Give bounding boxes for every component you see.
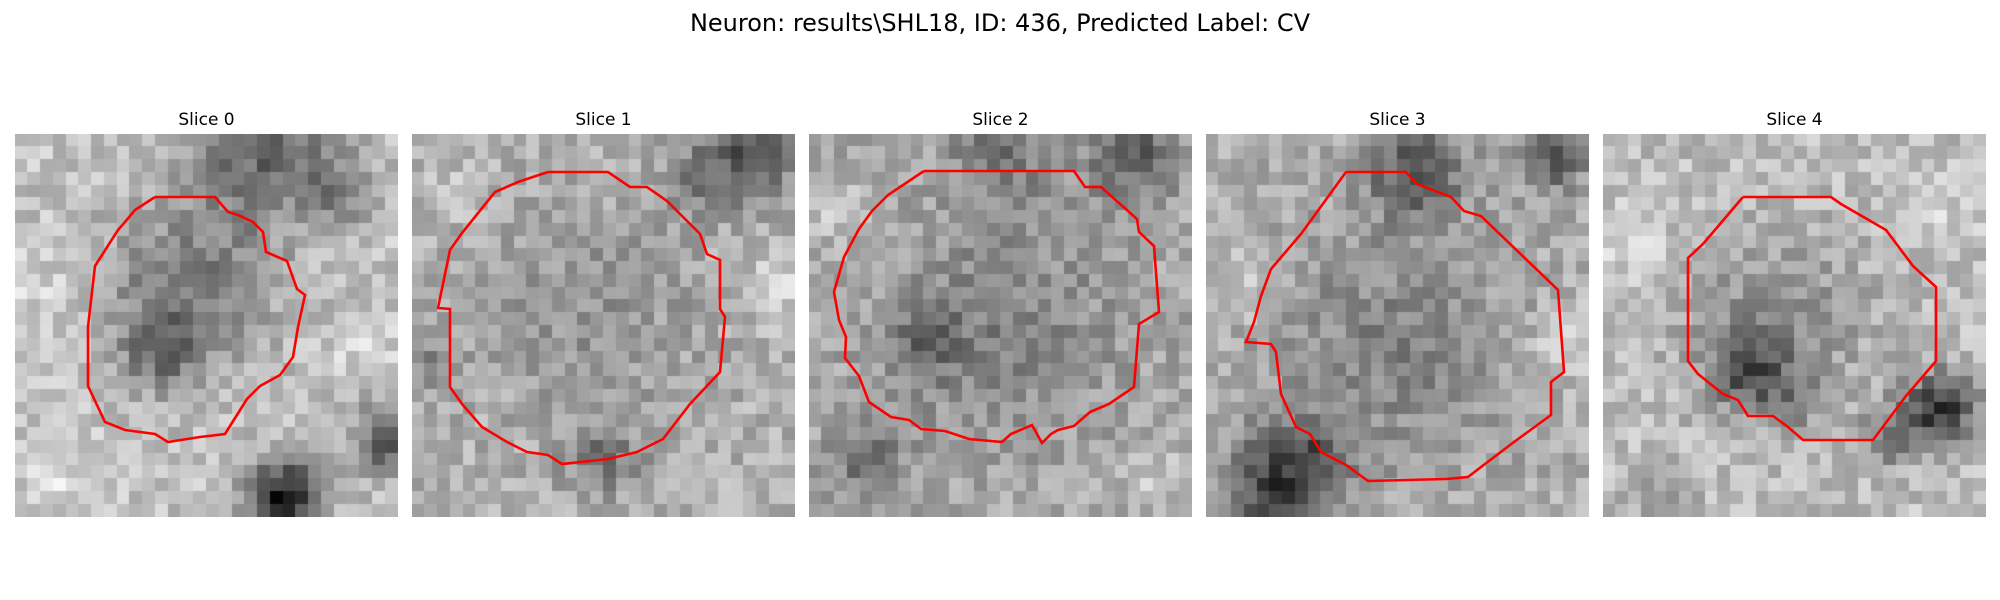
figure-title: Neuron: results\SHL18, ID: 436, Predicte… (689, 9, 1311, 37)
slice-1-title: Slice 1 (575, 110, 632, 130)
slice-2-image (809, 134, 1192, 517)
slice-3-roi-contour (1244, 170, 1566, 483)
slice-3-image (1206, 134, 1589, 517)
slice-2-title: Slice 2 (972, 110, 1029, 130)
slice-0-panel: Slice 0 (15, 110, 398, 518)
slice-2-panel: Slice 2 (809, 110, 1192, 518)
slice-4-roi-contour (1686, 195, 1938, 442)
slice-0-overlay (86, 195, 307, 444)
slice-1-panel: Slice 1 (412, 110, 795, 518)
slice-0-title: Slice 0 (178, 110, 235, 130)
slice-4-title: Slice 4 (1766, 110, 1823, 130)
slice-2-overlay (832, 169, 1161, 446)
slice-4-overlay (1686, 195, 1938, 442)
slice-1-overlay (436, 170, 727, 466)
slice-1-image (412, 134, 795, 517)
slice-3-panel: Slice 3 (1206, 110, 1589, 518)
slice-3-overlay (1244, 170, 1566, 483)
slice-2-roi-contour (832, 169, 1161, 446)
slice-3-title: Slice 3 (1369, 110, 1426, 130)
slice-1-roi-contour (436, 170, 727, 466)
slice-4-panel: Slice 4 (1603, 110, 1986, 518)
slice-0-roi-contour (86, 195, 307, 444)
